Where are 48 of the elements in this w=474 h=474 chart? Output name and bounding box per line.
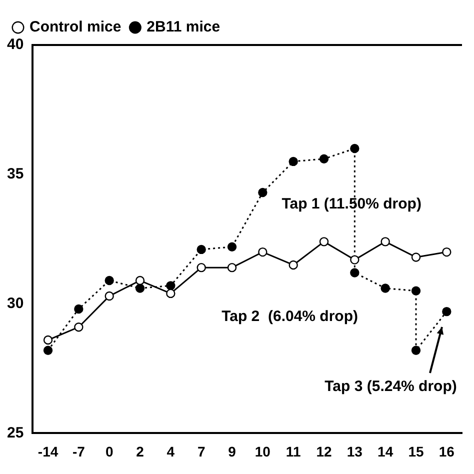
point: [258, 247, 268, 257]
x-tick-label: 9: [228, 443, 236, 460]
point: [104, 276, 114, 286]
annotation: Tap 2 (6.04% drop): [222, 308, 358, 325]
legend-label: 2B11 mice: [146, 18, 220, 36]
x-tick-label: -14: [38, 443, 58, 460]
x-tick-label: 12: [316, 443, 332, 460]
legend-label: Control mice: [30, 18, 122, 36]
x-tick-label: 7: [197, 443, 206, 460]
x-tick-label: 15: [408, 443, 424, 460]
y-tick-label: 40: [6, 36, 24, 54]
point: [350, 144, 360, 154]
point: [74, 322, 84, 332]
point: [135, 284, 145, 293]
point: [166, 288, 176, 298]
x-tick-label: 10: [254, 443, 271, 460]
point: [43, 346, 53, 355]
point: [104, 291, 114, 301]
point: [319, 154, 329, 164]
point: [258, 188, 268, 198]
point: [227, 242, 237, 252]
x-tick-label: 0: [105, 443, 114, 460]
point: [288, 260, 298, 270]
point: [319, 237, 329, 246]
x-tick-label: -7: [72, 443, 86, 460]
x-tick-label: 11: [286, 443, 301, 460]
x-tick-label: 14: [378, 443, 394, 460]
point: [411, 252, 421, 262]
point: [196, 244, 206, 254]
point: [288, 156, 298, 166]
x-tick-label: 13: [346, 443, 363, 460]
point: [135, 276, 145, 286]
x-tick-label: 16: [438, 443, 455, 460]
point: [74, 304, 84, 314]
y-tick-label: 30: [6, 294, 24, 312]
point: [227, 262, 237, 272]
point: [196, 262, 206, 272]
annotation: Tap 3 (5.24% drop): [324, 378, 457, 395]
x-tick-label: 4: [166, 443, 175, 460]
y-tick-label: 25: [6, 424, 24, 442]
y-tick-label: 35: [6, 166, 24, 183]
point: [350, 255, 360, 264]
point: [43, 335, 53, 345]
annotation: Tap 1 (11.50% drop): [282, 195, 422, 212]
point: [442, 247, 452, 257]
x-tick-label: 2: [136, 443, 144, 460]
point: [380, 237, 390, 246]
point: [166, 281, 176, 290]
